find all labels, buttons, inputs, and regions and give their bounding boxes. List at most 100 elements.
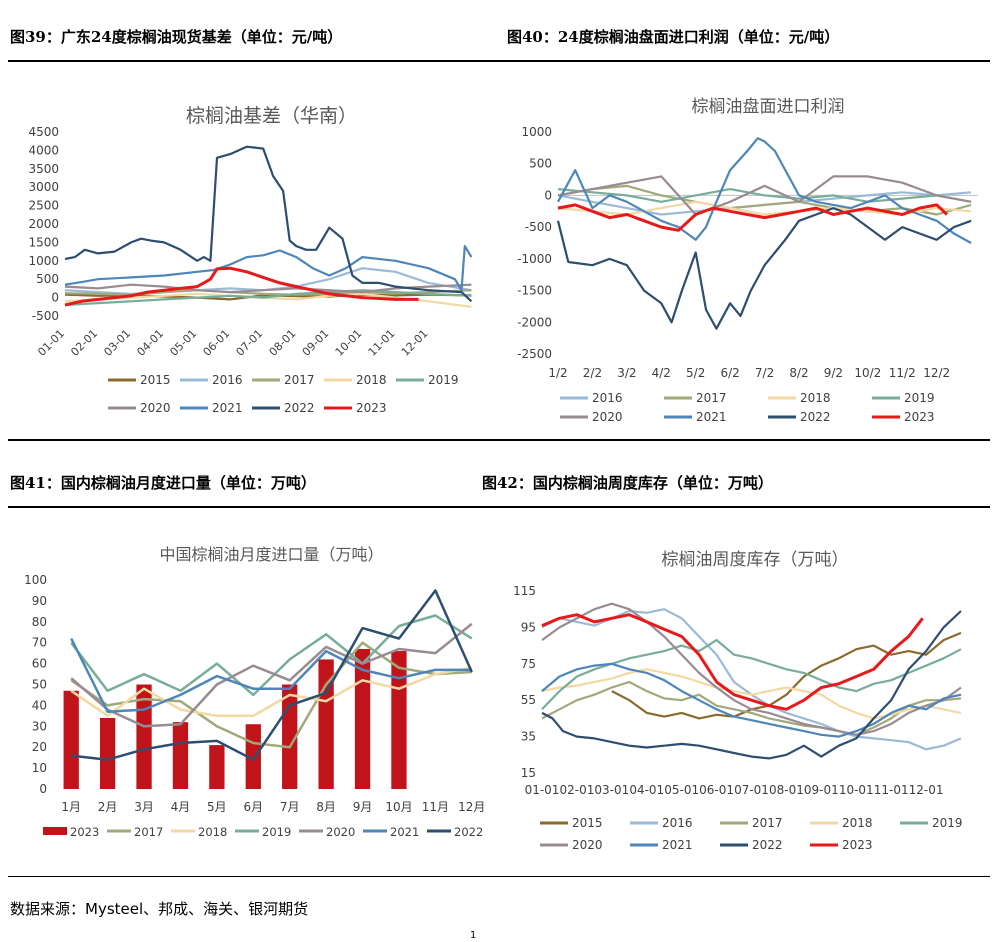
x-tick-label: 01-01 [35,327,67,359]
x-tick-label: 11-01 [874,783,909,797]
legend-label-2016: 2016 [212,373,243,387]
y-tick-label: 3500 [28,162,59,176]
y-tick-label: 10 [32,761,47,775]
series-line-2020 [541,602,962,736]
series-line-2018 [541,668,962,720]
x-tick-label: 5/2 [686,366,705,380]
series-line-2018 [70,666,473,718]
series-line-2019 [70,614,473,697]
y-tick-label: 0 [544,188,552,202]
bar-2023-2月 [99,717,116,789]
legend-label-2020: 2020 [140,401,171,415]
series-line-2021 [557,137,972,244]
chart-title: 中国棕榈油月度进口量（万吨） [159,545,383,564]
legend-label-2021: 2021 [662,838,693,852]
divider-lower [8,506,990,508]
y-tick-label: 1000 [28,254,59,268]
x-tick-label: 12月 [458,800,485,814]
x-tick-label: 12-01 [399,327,431,359]
legend-label-2017: 2017 [284,373,315,387]
chart-title: 棕榈油基差（华南） [186,105,357,127]
x-tick-label: 11月 [422,800,449,814]
legend-label-2023: 2023 [356,401,387,415]
x-tick-label: 11/2 [889,366,916,380]
x-tick-label: 09-01 [804,783,839,797]
x-tick-label: 02-01 [559,783,594,797]
series-line-2022 [541,610,962,760]
x-tick-label: 12-01 [909,783,944,797]
y-tick-label: 80 [32,615,47,629]
legend-label-2017: 2017 [696,391,727,405]
y-tick-label: 30 [32,719,47,733]
series-line-2023 [541,613,924,711]
x-tick-label: 2/2 [583,366,602,380]
y-tick-label: 50 [32,678,47,692]
y-tick-label: 15 [521,766,536,780]
y-tick-label: -500 [32,309,59,323]
y-tick-label: -1000 [517,252,552,266]
x-tick-label: 06-01 [201,327,233,359]
series-line-2020 [557,175,972,216]
profit-chart-panel: 棕榈油盘面进口利润 1000 500 0 -500 -1000 -1500 -2000 -250… [500,80,990,430]
x-tick-label: 10-01 [839,783,874,797]
x-tick-label: 8月 [316,800,336,814]
x-tick-label: 05-01 [664,783,699,797]
x-tick-label: 03-01 [594,783,629,797]
legend-label-2023: 2023 [904,410,935,424]
divider-bottom [8,876,990,877]
legend-label-2015: 2015 [140,373,171,387]
fig39-heading: 图39：广东24度棕榈油现货基差（单位：元/吨） [10,28,343,46]
legend-label-2021: 2021 [390,825,419,839]
x-tick-label: 08-01 [267,327,299,359]
x-tick-label: 11-01 [366,327,398,359]
x-tick-label: 6月 [243,800,263,814]
bar-2023-10月 [391,651,407,789]
series-line-2020 [70,622,473,728]
page-number: 1 [470,930,477,941]
legend-label-2022: 2022 [284,401,315,415]
legend-label-2022: 2022 [752,838,783,852]
y-tick-label: 2500 [28,199,59,213]
basis-chart-panel: 棕榈油基差（华南） 4500 4000 3500 3000 2500 2000 1500 100… [8,80,498,430]
x-tick-label: 1/2 [548,366,567,380]
divider-top [8,60,990,62]
y-tick-label: 35 [521,730,536,744]
series-line-2017 [70,641,472,749]
legend-label-2018: 2018 [356,373,387,387]
legend-label-2020: 2020 [592,410,623,424]
x-tick-label: 01-01 [525,783,560,797]
series-line-2021 [541,662,962,738]
legend-label-2022: 2022 [800,410,831,424]
data-source-note: 数据来源：Mysteel、邦成、海关、银河期货 [10,900,309,918]
x-tick-label: 4月 [171,800,191,814]
fig41-heading: 图41：国内棕榈油月度进口量（单位：万吨） [10,474,316,492]
imports-chart-panel: 中国棕榈油月度进口量（万吨） 100 90 80 70 60 50 40 30 20 10 0 1月 2月… [8,535,498,850]
legend-label-2015: 2015 [572,816,603,830]
legend-label-2020: 2020 [572,838,603,852]
y-tick-label: 4000 [28,143,59,157]
y-tick-label: 500 [36,272,59,286]
x-tick-label: 10月 [385,800,412,814]
x-tick-label: 3月 [134,800,154,814]
y-tick-label: 40 [32,698,47,712]
legend-label-2018: 2018 [800,391,831,405]
x-tick-label: 06-01 [699,783,734,797]
fig42-heading: 图42：国内棕榈油周度库存（单位：万吨） [482,474,773,492]
x-tick-label: 4/2 [652,366,671,380]
legend-label-2018: 2018 [198,825,227,839]
y-tick-label: 20 [32,740,47,754]
x-tick-label: 7月 [280,800,300,814]
legend-label-2018: 2018 [842,816,873,830]
chart-title: 棕榈油周度库存（万吨） [662,550,849,570]
x-tick-label: 5月 [207,800,227,814]
x-tick-label: 10-01 [333,327,365,359]
x-tick-label: 02-01 [68,327,100,359]
series-line-2019 [64,289,472,307]
legend-label-2019: 2019 [932,816,963,830]
legend-label-2016: 2016 [662,816,693,830]
chart-title: 棕榈油盘面进口利润 [692,97,845,117]
divider-middle [8,439,990,441]
x-tick-label: 1月 [61,800,81,814]
